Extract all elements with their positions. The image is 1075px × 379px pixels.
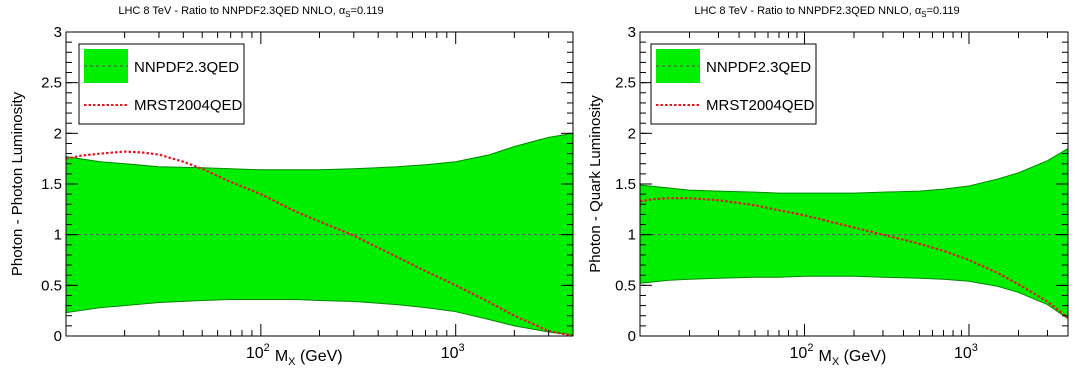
chart-title-main: LHC 8 TeV - Ratio to NNPDF2.3QED NNLO, — [118, 5, 338, 17]
y-tick-label: 2 — [628, 125, 636, 142]
nnpdf-band-upper-edge — [66, 132, 573, 171]
legend-label-nnpdf: NNPDF2.3QED — [706, 59, 811, 76]
nnpdf-band-lower-edge — [66, 299, 573, 336]
y-tick-label: 0 — [54, 328, 62, 345]
chart-title: LHC 8 TeV - Ratio to NNPDF2.3QED NNLO, α… — [694, 5, 959, 19]
x-tick-exponent: 3 — [972, 342, 978, 354]
y-tick-label: 3 — [628, 24, 636, 41]
x-axis-label-sub: X — [832, 356, 840, 368]
y-tick-label: 1 — [54, 227, 62, 244]
y-tick-label: 1.5 — [615, 176, 636, 193]
chart-title-suffix: =0.119 — [351, 5, 384, 17]
x-tick-base: 10 — [954, 345, 972, 362]
x-axis-label: MX (GeV) — [275, 348, 343, 368]
x-axis-label-units: (GeV) — [296, 348, 343, 365]
nnpdf-band-lower-edge — [640, 275, 1068, 320]
mrst-ratio-line — [66, 150, 573, 336]
y-tick-label: 0.5 — [41, 277, 62, 294]
x-tick-exponent: 2 — [807, 342, 813, 354]
y-tick-label: 0.5 — [615, 277, 636, 294]
y-tick-label: 1 — [628, 227, 636, 244]
x-axis-label-main: M — [275, 348, 288, 365]
nnpdf-uncertainty-band — [640, 148, 1068, 319]
y-tick-label: 2.5 — [615, 75, 636, 92]
x-tick-exponent: 2 — [264, 342, 270, 354]
x-axis-label: MX (GeV) — [818, 348, 886, 368]
y-tick-label: 0 — [628, 328, 636, 345]
x-tick-label: 103 — [954, 342, 978, 362]
x-axis: 102 103 — [65, 32, 574, 362]
x-axis-label-sub: X — [288, 356, 296, 368]
chart-title-main: LHC 8 TeV - Ratio to NNPDF2.3QED NNLO, — [694, 5, 914, 17]
y-axis: 0 0.5 1 1.5 2 2.5 3 — [615, 24, 1068, 345]
plot-content — [66, 132, 573, 336]
x-tick-exponent: 3 — [459, 342, 465, 354]
x-tick-base: 10 — [441, 345, 459, 362]
x-tick-label: 103 — [441, 342, 465, 362]
x-tick-base: 10 — [790, 345, 808, 362]
chart-title-alpha: α — [339, 5, 346, 17]
y-axis-label: Photon - Photon Luminosity — [9, 91, 26, 276]
y-tick-label: 3 — [54, 24, 62, 41]
mrst-ratio-line — [640, 197, 1068, 319]
y-tick-label: 1.5 — [41, 176, 62, 193]
x-axis: 102 103 — [639, 32, 1069, 362]
chart-title-sub: S — [345, 10, 350, 19]
x-axis-label-main: M — [818, 348, 831, 365]
legend-label-mrst: MRST2004QED — [134, 97, 243, 114]
legend-label-mrst: MRST2004QED — [706, 97, 815, 114]
legend: NNPDF2.3QED MRST2004QED — [78, 43, 245, 125]
plot-content — [640, 148, 1068, 320]
legend-label-nnpdf: NNPDF2.3QED — [134, 59, 239, 76]
chart-title-alpha: α — [915, 5, 922, 17]
chart-title: LHC 8 TeV - Ratio to NNPDF2.3QED NNLO, α… — [118, 5, 383, 19]
nnpdf-uncertainty-band — [66, 133, 573, 335]
y-tick-label: 2.5 — [41, 75, 62, 92]
y-axis-label: Photon - Quark Luminosity — [587, 95, 604, 273]
y-axis: 0 0.5 1 1.5 2 2.5 3 — [41, 24, 573, 345]
y-tick-label: 2 — [54, 125, 62, 142]
x-tick-base: 10 — [246, 345, 264, 362]
chart-title-sub: S — [921, 10, 926, 19]
x-tick-label: 102 — [246, 342, 270, 362]
legend: NNPDF2.3QED MRST2004QED — [650, 43, 817, 125]
x-axis-label-units: (GeV) — [839, 348, 886, 365]
chart-title-suffix: =0.119 — [927, 5, 960, 17]
x-tick-label: 102 — [790, 342, 814, 362]
nnpdf-band-upper-edge — [640, 148, 1068, 194]
